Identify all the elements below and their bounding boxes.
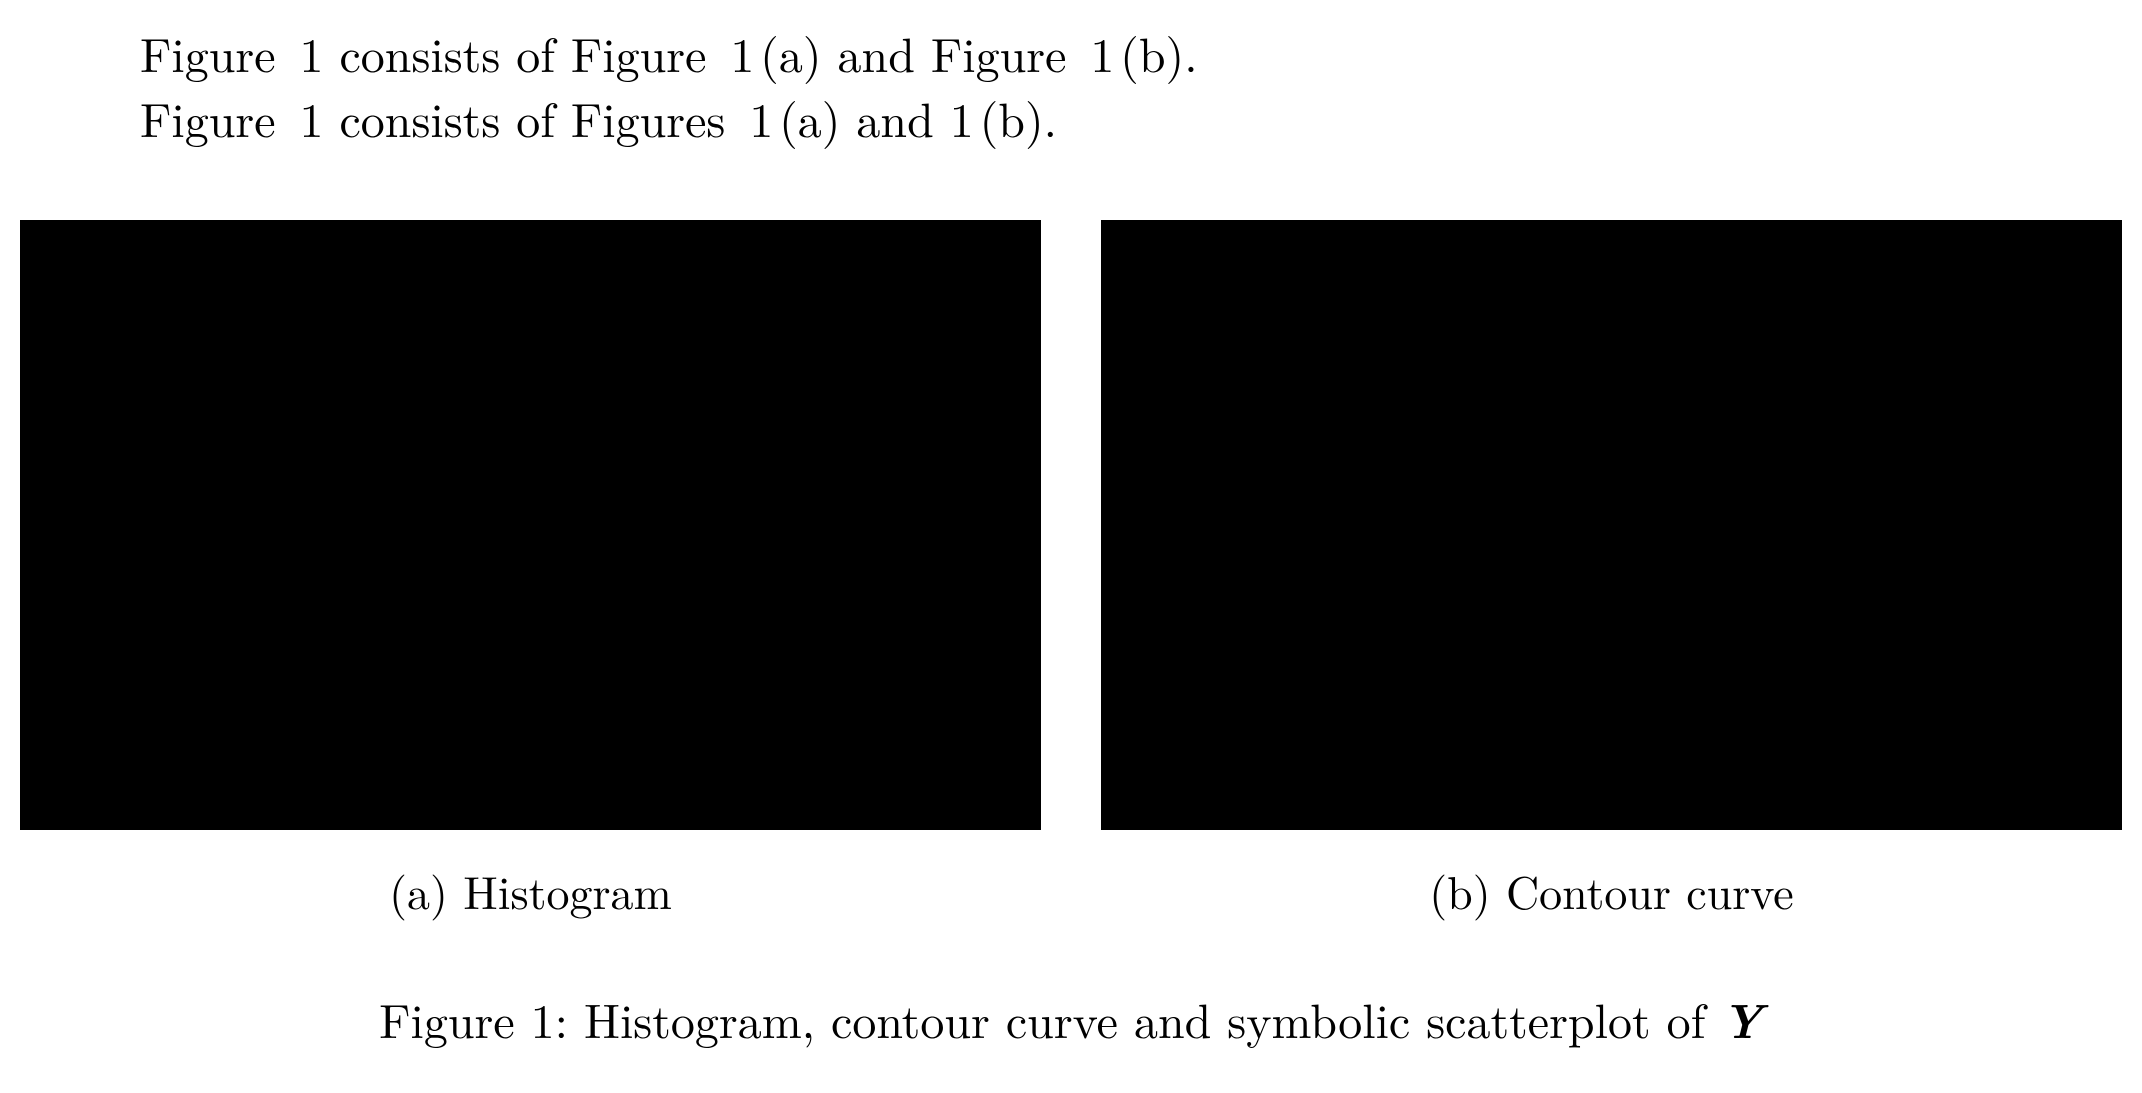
body-text: Figure 1 consists of Figure 1 (a) and Fi… bbox=[140, 20, 2122, 150]
text: and 1 bbox=[840, 83, 973, 151]
text: Figure 1 consists of Figures 1 bbox=[140, 83, 773, 151]
subfigure-a: (a) Histogram bbox=[20, 220, 1041, 923]
figure-1: (a) Histogram (b) Contour curve Figure 1… bbox=[20, 220, 2122, 1053]
subfigure-b-caption: (b) Contour curve bbox=[1429, 858, 1793, 923]
text: (a) bbox=[760, 18, 821, 86]
figure-1-caption: Figure 1: Histogram, contour curve and s… bbox=[20, 983, 2122, 1053]
subfigure-b: (b) Contour curve bbox=[1101, 220, 2122, 923]
text: . bbox=[1044, 83, 1057, 151]
caption-symbol: Y bbox=[1721, 983, 1763, 1053]
text: (b) bbox=[1120, 18, 1184, 86]
text: . bbox=[1184, 18, 1197, 86]
body-line-1: Figure 1 consists of Figure 1 (a) and Fi… bbox=[140, 20, 2122, 85]
page: Figure 1 consists of Figure 1 (a) and Fi… bbox=[0, 0, 2142, 1093]
text: and Figure 1 bbox=[822, 18, 1115, 86]
text: (b) bbox=[980, 83, 1044, 151]
text: Figure 1 consists of Figure 1 bbox=[140, 18, 754, 86]
caption-text: Figure 1: Histogram, contour curve and s… bbox=[379, 984, 1721, 1052]
text: (a) bbox=[779, 83, 840, 151]
body-line-2: Figure 1 consists of Figures 1 (a) and 1… bbox=[140, 85, 2122, 150]
subfigure-b-panel bbox=[1101, 220, 2122, 830]
subfigure-row: (a) Histogram (b) Contour curve bbox=[20, 220, 2122, 923]
subfigure-a-panel bbox=[20, 220, 1041, 830]
subfigure-a-caption: (a) Histogram bbox=[389, 858, 672, 923]
